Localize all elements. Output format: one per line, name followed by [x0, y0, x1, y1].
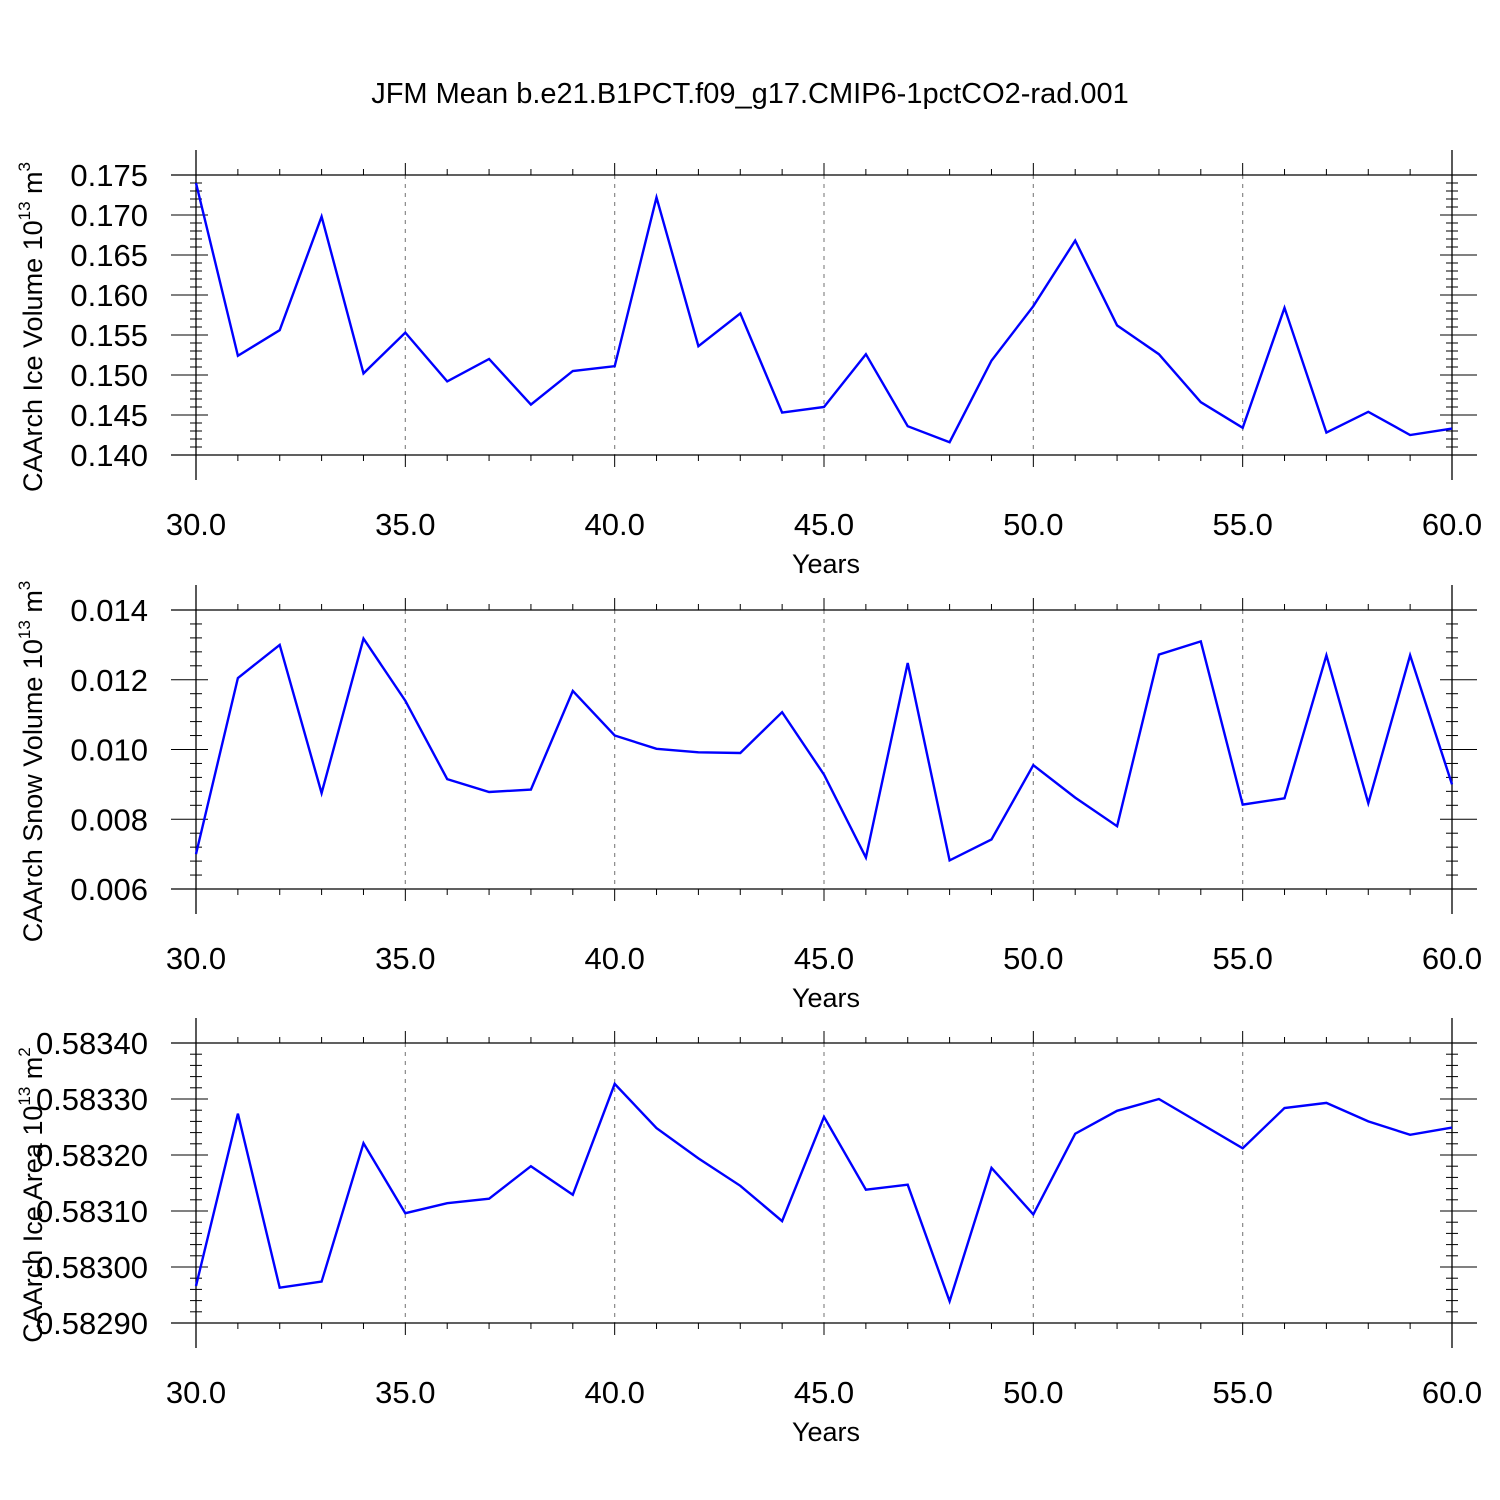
x-tick-label: 40.0 [584, 941, 644, 976]
x-tick-label: 30.0 [166, 941, 226, 976]
x-axis-label: Years [792, 983, 860, 1013]
x-tick-label: 35.0 [375, 941, 435, 976]
x-tick-label: 45.0 [794, 507, 854, 542]
x-tick-label: 50.0 [1003, 507, 1063, 542]
x-tick-label: 30.0 [166, 507, 226, 542]
x-axis-label: Years [792, 1417, 860, 1447]
y-axis-label: CAArch Snow Volume 1013 m3 [15, 581, 48, 943]
y-tick-label: 0.165 [70, 238, 148, 273]
y-tick-label: 0.150 [70, 358, 148, 393]
x-tick-label: 55.0 [1212, 1375, 1272, 1410]
y-tick-label: 0.014 [70, 593, 148, 628]
x-tick-label: 55.0 [1212, 507, 1272, 542]
y-tick-label: 0.58320 [36, 1138, 148, 1173]
y-tick-label: 0.140 [70, 438, 148, 473]
y-tick-label: 0.010 [70, 733, 148, 768]
y-tick-label: 0.58340 [36, 1026, 148, 1061]
series-line [194, 1081, 1453, 1305]
x-tick-label: 40.0 [584, 507, 644, 542]
x-tick-label: 35.0 [375, 1375, 435, 1410]
x-axis-label: Years [792, 549, 860, 579]
x-tick-label: 60.0 [1422, 941, 1482, 976]
x-tick-label: 45.0 [794, 941, 854, 976]
y-axis-label: CAArch Ice Area 1013 m2 [15, 1047, 48, 1343]
y-tick-label: 0.160 [70, 278, 148, 313]
x-tick-label: 35.0 [375, 507, 435, 542]
x-tick-label: 40.0 [584, 1375, 644, 1410]
y-tick-label: 0.155 [70, 318, 148, 353]
y-tick-label: 0.58310 [36, 1194, 148, 1229]
x-tick-label: 55.0 [1212, 941, 1272, 976]
panel-2: 0.006 0.008 0.010 0.012 0.014 30.0 35.0 40.0 45.… [15, 581, 1482, 1013]
y-axis-label: CAArch Ice Volume 1013 m3 [15, 162, 48, 492]
x-tick-label: 50.0 [1003, 1375, 1063, 1410]
x-tick-label: 60.0 [1422, 507, 1482, 542]
series-line [194, 635, 1454, 863]
y-tick-label: 0.012 [70, 663, 148, 698]
panel-1: 0.140 0.145 0.150 0.155 0.160 0.165 0.170 0.175… [15, 150, 1482, 579]
y-tick-label: 0.58330 [36, 1082, 148, 1117]
x-tick-label: 50.0 [1003, 941, 1063, 976]
y-tick-label: 0.008 [70, 802, 148, 837]
y-tick-label: 0.145 [70, 398, 148, 433]
y-tick-label: 0.006 [70, 872, 148, 907]
x-tick-label: 30.0 [166, 1375, 226, 1410]
y-tick-label: 0.170 [70, 198, 148, 233]
y-tick-label: 0.58300 [36, 1250, 148, 1285]
y-tick-label: 0.58290 [36, 1306, 148, 1341]
x-tick-label: 45.0 [794, 1375, 854, 1410]
chart-title: JFM Mean b.e21.B1PCT.f09_g17.CMIP6-1pctC… [371, 78, 1129, 110]
panel-3: 0.58290 0.58300 0.58310 0.58320 0.58330 0.583… [15, 1018, 1482, 1447]
y-tick-label: 0.175 [70, 158, 148, 193]
x-tick-label: 60.0 [1422, 1375, 1482, 1410]
